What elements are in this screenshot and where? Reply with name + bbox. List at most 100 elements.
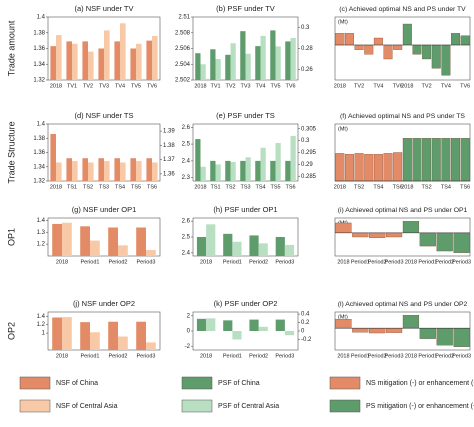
x-tick-label: TV6 [460,83,470,89]
bar [275,46,281,80]
bar [352,328,369,333]
x-tick-label: Period1 [351,259,370,265]
x-tick-label: TS4 [255,184,265,190]
unit-label: (Mt) [338,126,348,132]
legend-label: NSF of Central Asia [56,403,118,410]
bar [335,222,352,234]
bar [90,332,100,350]
tick-label: -2 [185,344,191,350]
bar [210,160,216,181]
bar [260,147,266,181]
x-tick-label: TS2 [354,184,364,190]
tick-label: 1.34 [33,164,45,170]
x-tick-label: Period3 [275,259,294,265]
tick-label: 2 [187,313,191,319]
x-tick-label: Period3 [275,353,294,359]
x-tick-label: Period1 [223,353,242,359]
bar [412,138,422,182]
bar [80,322,90,350]
bar [136,43,142,80]
bar [240,160,246,181]
legend-swatch [19,399,51,413]
bar [230,162,236,181]
x-tick-label: TV2 [225,83,235,89]
legend-label: PSF of Central Asia [218,403,279,410]
bar [270,160,276,181]
bar [275,319,285,331]
legend-swatch [181,376,213,390]
bar [255,46,261,80]
tick-label: 2.51 [178,15,190,21]
bar [422,44,432,60]
tick-label: 2.5 [182,235,191,241]
bar [108,321,118,350]
tick-label: 0.295 [301,150,317,156]
x-tick-label: TV4 [373,83,383,89]
panel-title: (l) Achieved optimal NS and PS under OP2 [338,301,468,308]
bar [225,160,231,181]
bar [352,232,369,238]
legend-label: PS mitigation (-) or enhancement (+) [366,403,474,410]
panel-title: (b) PSF under TV [216,4,275,13]
x-tick-label: Period3 [137,353,156,359]
x-tick-label: Period1 [418,353,437,359]
bar [200,64,206,80]
x-tick-label: Period2 [109,259,128,265]
x-tick-label: TS4 [441,184,451,190]
x-tick-label: TS5 [270,184,280,190]
tick-label: 1.39 [163,129,175,135]
tick-label: 2.6 [182,219,191,225]
panel-title: (f) Achieved optimal NS and PS under TS [340,113,465,120]
x-tick-label: TS2 [225,184,235,190]
x-tick-label: 2018 [405,259,417,265]
bar [72,43,78,80]
panel-title: (i) Achieved optimal NS and PS under OP1 [338,207,468,214]
tick-label: 1.4 [37,15,46,21]
x-tick-label: 2018 [334,83,346,89]
tick-label: 1.4 [37,218,46,224]
bar [451,138,461,182]
x-tick-label: TV2 [422,83,432,89]
x-tick-label: Period2 [435,353,454,359]
bar [453,232,470,253]
x-tick-label: TS6 [393,184,403,190]
x-tick-label: 2018 [337,259,349,265]
tick-label: 1.38 [33,136,45,142]
tick-label: 1.34 [33,62,45,68]
x-tick-label: Period3 [385,259,404,265]
bar [114,158,120,181]
bar [52,317,62,350]
panel-title: (g) NSF under OP1 [72,205,137,214]
tick-label: -0.2 [301,337,312,343]
bar [354,153,364,182]
bar [62,317,72,350]
bar [436,328,453,346]
bar [88,162,94,181]
x-tick-label: TS2 [422,184,432,190]
x-tick-label: 2018 [401,184,413,190]
x-tick-label: Period3 [452,259,471,265]
row-label: Trade amount [6,20,16,76]
bar [72,161,78,181]
x-tick-label: TV2 [83,83,93,89]
bar [284,244,295,256]
bar [56,35,62,80]
bar [50,133,56,181]
tick-label: 1.36 [33,150,45,156]
bar [270,30,276,80]
bar [82,41,88,80]
bar [215,59,221,80]
x-tick-label: TV1 [210,83,220,89]
bar [206,318,216,331]
bar [50,46,56,80]
row-label: OP1 [6,228,16,246]
bar [56,162,62,181]
bar [354,44,364,50]
x-tick-label: Period3 [137,259,156,265]
bar [52,223,62,256]
bar [249,235,259,256]
tick-label: 0.29 [301,162,313,168]
tick-label: 2.3 [182,175,191,181]
bar [210,49,216,80]
bar [383,153,393,182]
